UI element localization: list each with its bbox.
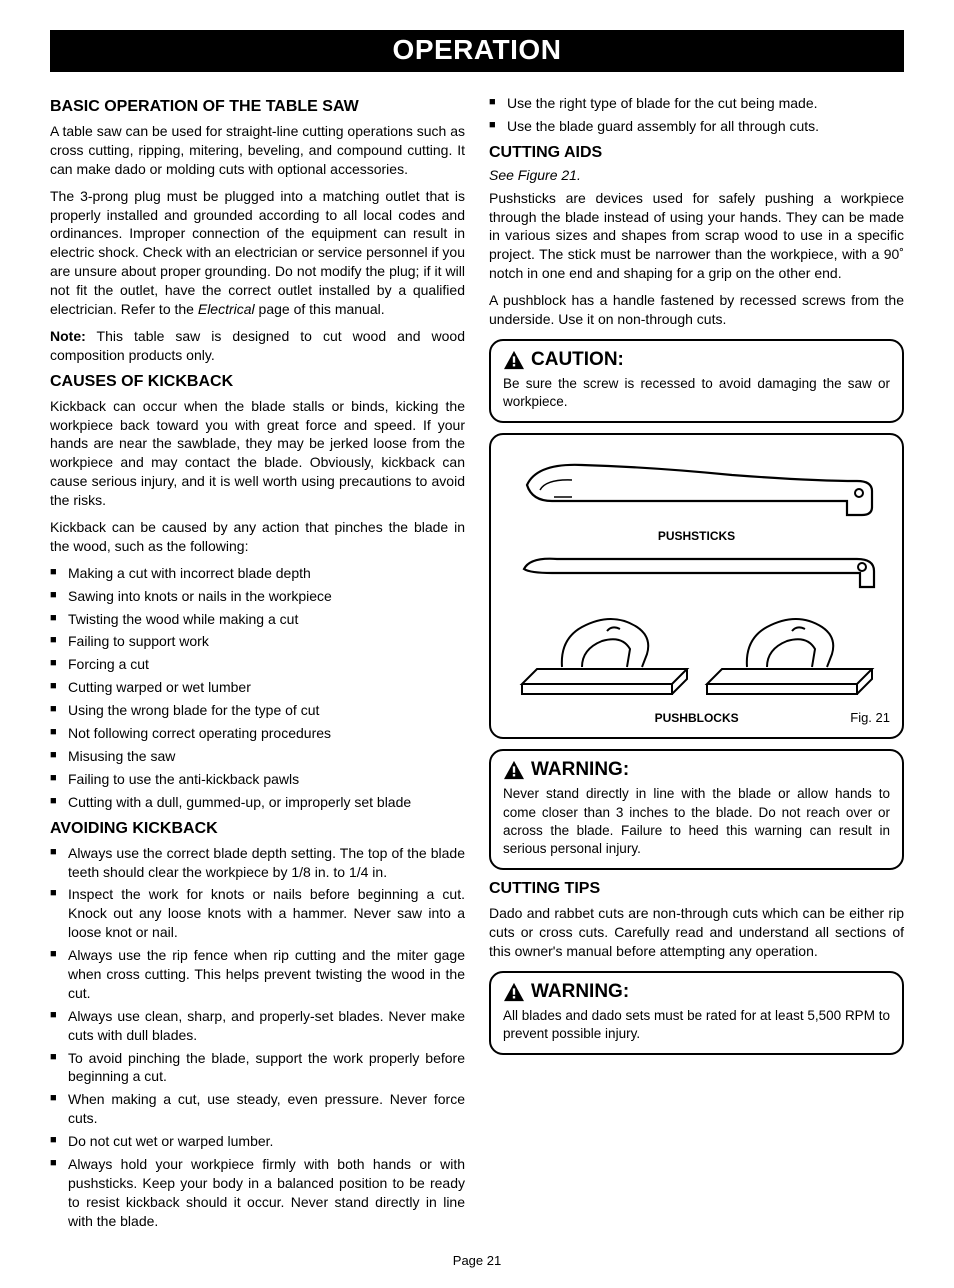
caution-text: Be sure the screw is recessed to avoid d… bbox=[503, 375, 890, 411]
list-item: Making a cut with incorrect blade depth bbox=[50, 564, 465, 583]
list-item: Inspect the work for knots or nails befo… bbox=[50, 885, 465, 942]
list-item: Sawing into knots or nails in the workpi… bbox=[50, 587, 465, 606]
figure-21-box: PUSHSTICKS bbox=[489, 433, 904, 739]
paragraph: Pushsticks are devices used for safely p… bbox=[489, 189, 904, 283]
note-paragraph: Note: This table saw is designed to cut … bbox=[50, 327, 465, 365]
warning-title: WARNING: bbox=[531, 759, 629, 781]
text-italic: Electrical bbox=[198, 301, 255, 317]
figure-caption: Fig. 21 bbox=[850, 710, 890, 725]
warning-title-row: WARNING: bbox=[503, 981, 890, 1003]
section-banner: OPERATION bbox=[50, 30, 904, 72]
caution-box: CAUTION: Be sure the screw is recessed t… bbox=[489, 339, 904, 423]
list-item: Failing to support work bbox=[50, 632, 465, 651]
list-item: Cutting with a dull, gummed-up, or impro… bbox=[50, 793, 465, 812]
pushstick-illustration-1 bbox=[512, 445, 882, 527]
text: page of this manual. bbox=[255, 301, 385, 317]
list-item: Use the blade guard assembly for all thr… bbox=[489, 117, 904, 136]
list-item: Cutting warped or wet lumber bbox=[50, 678, 465, 697]
heading-basic-operation: BASIC OPERATION OF THE TABLE SAW bbox=[50, 98, 465, 116]
warning-box-2: WARNING: All blades and dado sets must b… bbox=[489, 971, 904, 1055]
list-item: Failing to use the anti-kickback pawls bbox=[50, 770, 465, 789]
note-label: Note: bbox=[50, 328, 86, 344]
avoiding-kickback-list: Always use the correct blade depth setti… bbox=[50, 844, 465, 1231]
heading-avoiding-kickback: AVOIDING KICKBACK bbox=[50, 820, 465, 838]
list-item: To avoid pinching the blade, support the… bbox=[50, 1049, 465, 1087]
heading-cutting-aids: CUTTING AIDS bbox=[489, 144, 904, 162]
top-bullets: Use the right type of blade for the cut … bbox=[489, 94, 904, 136]
list-item: Always use the rip fence when rip cuttin… bbox=[50, 946, 465, 1003]
right-column: Use the right type of blade for the cut … bbox=[489, 90, 904, 1239]
paragraph: Dado and rabbet cuts are non-through cut… bbox=[489, 904, 904, 961]
list-item: Twisting the wood while making a cut bbox=[50, 610, 465, 629]
list-item: Misusing the saw bbox=[50, 747, 465, 766]
warning-title-row: WARNING: bbox=[503, 759, 890, 781]
figure-label-pushsticks: PUSHSTICKS bbox=[503, 529, 890, 543]
caution-title-row: CAUTION: bbox=[503, 349, 890, 371]
caution-title: CAUTION: bbox=[531, 349, 624, 371]
alert-triangle-icon bbox=[503, 982, 525, 1002]
alert-triangle-icon bbox=[503, 350, 525, 370]
left-column: BASIC OPERATION OF THE TABLE SAW A table… bbox=[50, 90, 465, 1239]
list-item: When making a cut, use steady, even pres… bbox=[50, 1090, 465, 1128]
list-item: Using the wrong blade for the type of cu… bbox=[50, 701, 465, 720]
warning-title: WARNING: bbox=[531, 981, 629, 1003]
heading-cutting-tips: CUTTING TIPS bbox=[489, 880, 904, 898]
figure-label-pushblocks: PUSHBLOCKS bbox=[543, 711, 850, 725]
paragraph: A table saw can be used for straight-lin… bbox=[50, 122, 465, 179]
page-footer: Page 21 bbox=[50, 1253, 904, 1268]
warning-text: All blades and dado sets must be rated f… bbox=[503, 1007, 890, 1043]
kickback-causes-list: Making a cut with incorrect blade depth S… bbox=[50, 564, 465, 812]
heading-causes-kickback: CAUSES OF KICKBACK bbox=[50, 373, 465, 391]
list-item: Always use clean, sharp, and properly-se… bbox=[50, 1007, 465, 1045]
list-item: Do not cut wet or warped lumber. bbox=[50, 1132, 465, 1151]
paragraph: The 3-prong plug must be plugged into a … bbox=[50, 187, 465, 319]
paragraph: A pushblock has a handle fastened by rec… bbox=[489, 291, 904, 329]
list-item: Forcing a cut bbox=[50, 655, 465, 674]
paragraph: Kickback can be caused by any action tha… bbox=[50, 518, 465, 556]
list-item: Always use the correct blade depth setti… bbox=[50, 844, 465, 882]
warning-box-1: WARNING: Never stand directly in line wi… bbox=[489, 749, 904, 870]
see-figure-ref: See Figure 21. bbox=[489, 166, 904, 185]
list-item: Use the right type of blade for the cut … bbox=[489, 94, 904, 113]
pushblock-illustration bbox=[512, 599, 882, 709]
alert-triangle-icon bbox=[503, 760, 525, 780]
note-text: This table saw is designed to cut wood a… bbox=[50, 328, 465, 363]
pushstick-illustration-2 bbox=[512, 549, 882, 599]
warning-text: Never stand directly in line with the bl… bbox=[503, 785, 890, 858]
list-item: Always hold your workpiece firmly with b… bbox=[50, 1155, 465, 1231]
paragraph: Kickback can occur when the blade stalls… bbox=[50, 397, 465, 510]
list-item: Not following correct operating procedur… bbox=[50, 724, 465, 743]
two-column-layout: BASIC OPERATION OF THE TABLE SAW A table… bbox=[50, 90, 904, 1239]
text: The 3-prong plug must be plugged into a … bbox=[50, 188, 465, 317]
